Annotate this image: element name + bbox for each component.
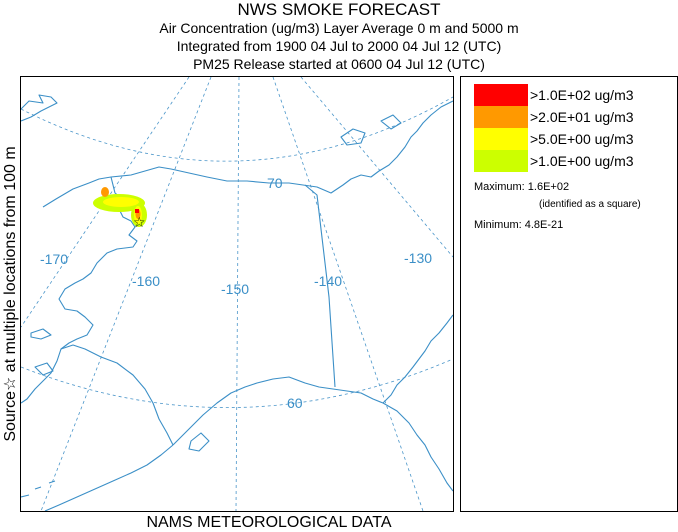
arctic-north-slope-coast bbox=[42, 100, 453, 208]
concentration-description: Air Concentration (ug/m3) Layer Average … bbox=[159, 20, 519, 36]
ak-canada-border bbox=[304, 184, 336, 388]
legend-label: >5.0E+00 ug/m3 bbox=[530, 131, 634, 147]
bristol-bay-coast bbox=[60, 344, 174, 446]
legend-label: >2.0E+01 ug/m3 bbox=[530, 109, 634, 125]
canada-arctic-islands bbox=[340, 114, 402, 146]
lon-140-line bbox=[272, 77, 424, 511]
smoke-level-3 bbox=[101, 187, 109, 197]
coastlines bbox=[21, 94, 453, 511]
lon-170-label: -170 bbox=[40, 251, 68, 267]
lon-140-label: -140 bbox=[314, 273, 342, 289]
southeast-panhandle-coast bbox=[382, 314, 453, 404]
lon-160-line bbox=[40, 77, 212, 511]
source-label-text: Source☆ at multiple locations from 100 m bbox=[2, 146, 19, 442]
lat-60-label: 60 bbox=[287, 395, 303, 411]
legend-swatch bbox=[474, 84, 528, 106]
legend-swatch bbox=[474, 128, 528, 150]
release-info: PM25 Release started at 0600 04 Jul 12 (… bbox=[193, 56, 485, 72]
data-source-footer: NAMS METEOROLOGICAL DATA bbox=[146, 514, 392, 531]
map-panel[interactable]: ☆ 70 60 -170 -160 -150 -140 -130 bbox=[20, 76, 454, 512]
gulf-of-alaska-coast bbox=[172, 376, 453, 492]
alaska-peninsula-coast bbox=[44, 444, 174, 511]
maximum-value: Maximum: 1.6E+02 bbox=[474, 181, 570, 193]
legend-label: >1.0E+02 ug/m3 bbox=[530, 87, 634, 103]
source-marker-icon: ☆ bbox=[133, 214, 146, 230]
lon-160-label: -160 bbox=[132, 273, 160, 289]
legend-swatch bbox=[474, 106, 528, 128]
smoke-plume bbox=[93, 187, 147, 227]
legend-panel: >1.0E+02 ug/m3 >2.0E+01 ug/m3 >5.0E+00 u… bbox=[460, 76, 678, 512]
kodiak-island bbox=[188, 432, 210, 452]
alaska-map: ☆ 70 60 -170 -160 -150 -140 -130 bbox=[21, 77, 453, 511]
smoke-level-2 bbox=[103, 197, 139, 207]
integration-period: Integrated from 1900 04 Jul to 2000 04 J… bbox=[176, 38, 502, 54]
lat-70-line bbox=[21, 96, 453, 162]
legend-swatch bbox=[474, 150, 528, 172]
lat-70-label: 70 bbox=[267, 175, 283, 191]
nunivak-island bbox=[34, 362, 54, 376]
maximum-note: (identified as a square) bbox=[539, 199, 641, 210]
lon-150-label: -150 bbox=[221, 281, 249, 297]
forecast-title: NWS SMOKE FORECAST bbox=[237, 0, 441, 19]
chukotka-coast bbox=[21, 94, 58, 122]
aleutian-islands bbox=[21, 480, 56, 498]
lon-150-line bbox=[235, 77, 240, 511]
legend-label: >1.0E+00 ug/m3 bbox=[530, 153, 634, 169]
lon-130-line bbox=[300, 77, 453, 258]
lat-60-line bbox=[21, 358, 453, 408]
lon-130-label: -130 bbox=[404, 250, 432, 266]
minimum-value: Minimum: 4.8E-21 bbox=[474, 219, 564, 231]
st-lawrence-island bbox=[30, 328, 52, 340]
max-concentration-square bbox=[135, 209, 139, 213]
